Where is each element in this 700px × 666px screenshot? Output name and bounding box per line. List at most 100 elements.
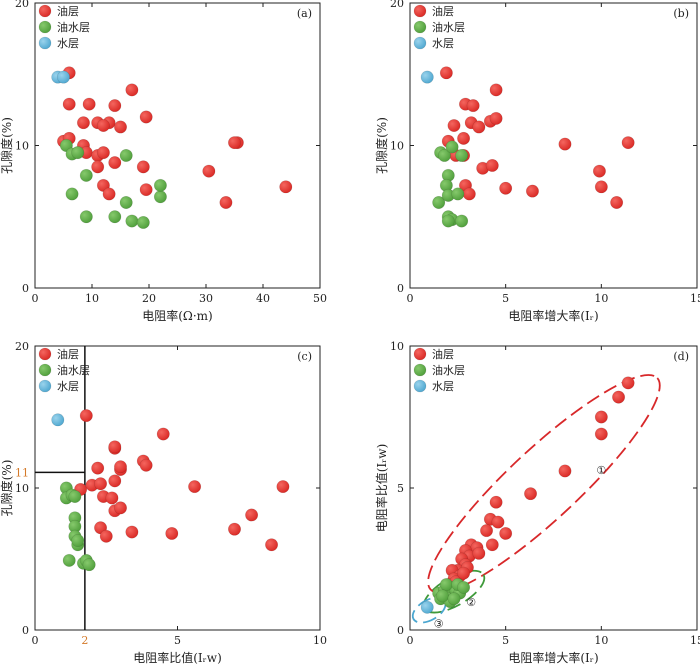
data-point-oil xyxy=(558,464,572,478)
data-point-oil xyxy=(82,97,96,111)
data-point-oil xyxy=(472,120,486,134)
y-tick-label: 10 xyxy=(390,340,404,353)
data-point-oil_water xyxy=(153,190,167,204)
data-point-water xyxy=(420,600,434,614)
y-axis-label: 孔隙度(%) xyxy=(0,117,14,174)
data-point-oil xyxy=(265,538,279,552)
data-point-oil xyxy=(594,410,608,424)
data-point-oil xyxy=(96,119,110,133)
data-point-oil xyxy=(228,136,242,150)
data-point-oil xyxy=(108,474,122,488)
data-point-oil_water xyxy=(136,215,150,229)
data-point-oil_water xyxy=(439,578,453,592)
data-point-oil_water xyxy=(455,148,469,162)
data-point-oil_water xyxy=(79,168,93,182)
data-point-oil_water xyxy=(447,592,461,606)
legend-label: 水层 xyxy=(57,37,79,50)
series-water xyxy=(420,70,434,84)
data-point-oil_water xyxy=(65,187,79,201)
legend-marker-water xyxy=(413,36,427,50)
legend-label: 油层 xyxy=(432,347,454,361)
guide-y-label: 11 xyxy=(15,466,29,479)
y-tick-label: 10 xyxy=(390,140,404,153)
data-point-oil xyxy=(136,160,150,174)
legend-marker-oil xyxy=(38,347,52,361)
data-point-oil xyxy=(621,376,635,390)
x-tick-label: 30 xyxy=(199,292,213,305)
data-point-water xyxy=(56,70,70,84)
data-point-oil xyxy=(499,181,513,195)
data-point-water xyxy=(420,70,434,84)
series-water xyxy=(51,413,65,427)
data-point-oil_water xyxy=(441,214,455,228)
legend-label: 水层 xyxy=(432,37,454,50)
data-point-oil xyxy=(228,522,242,536)
data-point-oil_water xyxy=(436,589,450,603)
data-point-oil xyxy=(114,501,128,515)
y-axis-label: 孔隙度(%) xyxy=(374,117,389,174)
x-tick-label: 40 xyxy=(256,292,270,305)
x-tick-label: 10 xyxy=(85,292,99,305)
data-point-oil_water xyxy=(79,210,93,224)
data-point-oil xyxy=(485,538,499,552)
x-tick-label: 10 xyxy=(594,292,608,305)
data-point-oil_water xyxy=(62,553,76,567)
data-point-oil_water xyxy=(153,178,167,192)
data-point-oil xyxy=(219,196,233,210)
annotation-label-1: ① xyxy=(596,464,606,477)
annotation-label-2: ② xyxy=(466,596,476,609)
legend-marker-oil_water xyxy=(38,363,52,377)
legend-marker-oil_water xyxy=(38,20,52,34)
y-tick-label: 20 xyxy=(15,0,29,10)
data-point-oil xyxy=(457,131,471,145)
data-point-oil xyxy=(79,409,93,423)
data-point-oil_water xyxy=(451,187,465,201)
y-tick-label: 0 xyxy=(22,282,29,295)
data-point-oil xyxy=(91,461,105,475)
data-point-oil_water xyxy=(455,214,469,228)
series-oil xyxy=(74,409,290,552)
y-axis-label: 电阻率比值(Iᵣw) xyxy=(374,444,389,533)
data-point-oil xyxy=(462,187,476,201)
data-point-oil xyxy=(447,119,461,133)
data-point-oil xyxy=(62,97,76,111)
data-point-oil xyxy=(612,390,626,404)
data-point-oil_water xyxy=(119,148,133,162)
data-point-oil_water xyxy=(68,490,82,504)
series-oil_water xyxy=(59,139,167,229)
legend-label: 油水层 xyxy=(432,20,465,34)
legend-label: 油层 xyxy=(57,347,79,361)
data-point-oil xyxy=(114,120,128,134)
x-tick-label: 0 xyxy=(32,634,39,647)
data-point-oil_water xyxy=(125,214,139,228)
data-point-oil xyxy=(594,427,608,441)
y-tick-label: 20 xyxy=(15,340,29,353)
data-point-oil_water xyxy=(82,558,96,572)
data-point-oil xyxy=(276,480,290,494)
panel-label: (b) xyxy=(673,7,689,20)
x-tick-label: 5 xyxy=(174,634,181,647)
legend-label: 油水层 xyxy=(57,20,90,34)
x-axis-label: 电阻率比值(Iᵣw) xyxy=(133,650,222,665)
legend-label: 油层 xyxy=(57,4,79,18)
annotation-ellipse-2 xyxy=(422,569,486,614)
x-tick-label: 0 xyxy=(32,292,39,305)
x-tick-label: 10 xyxy=(313,634,327,647)
data-point-oil xyxy=(610,196,624,210)
series-water xyxy=(420,600,434,614)
data-point-oil xyxy=(139,183,153,197)
legend-marker-oil xyxy=(38,4,52,18)
panel-label: (d) xyxy=(673,350,689,363)
x-tick-label: 5 xyxy=(502,634,509,647)
data-point-oil xyxy=(525,184,539,198)
data-point-oil xyxy=(114,460,128,474)
data-point-oil xyxy=(125,525,139,539)
x-tick-label: 0 xyxy=(407,292,414,305)
y-tick-label: 0 xyxy=(397,624,404,637)
panel-label: (c) xyxy=(297,350,312,363)
y-tick-label: 10 xyxy=(15,482,29,495)
